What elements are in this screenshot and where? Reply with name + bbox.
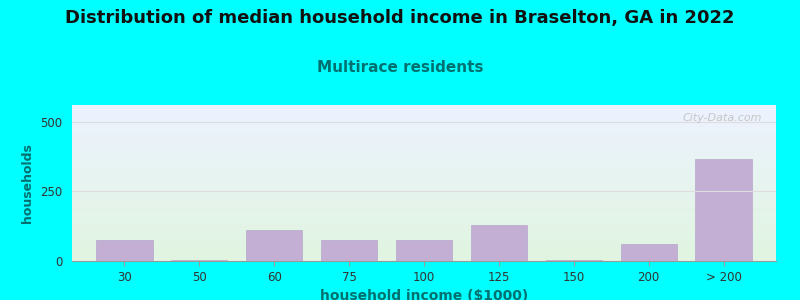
Bar [546,260,602,261]
Bar [171,260,227,261]
Bar [96,240,153,261]
Bar [695,159,752,261]
Bar [621,244,677,261]
Text: City-Data.com: City-Data.com [682,113,762,123]
X-axis label: household income ($1000): household income ($1000) [320,289,528,300]
Bar [396,240,452,261]
Text: Distribution of median household income in Braselton, GA in 2022: Distribution of median household income … [66,9,734,27]
Text: Multirace residents: Multirace residents [317,60,483,75]
Y-axis label: households: households [22,143,34,223]
Bar [246,230,302,261]
Bar [321,240,377,261]
Bar [471,225,527,261]
